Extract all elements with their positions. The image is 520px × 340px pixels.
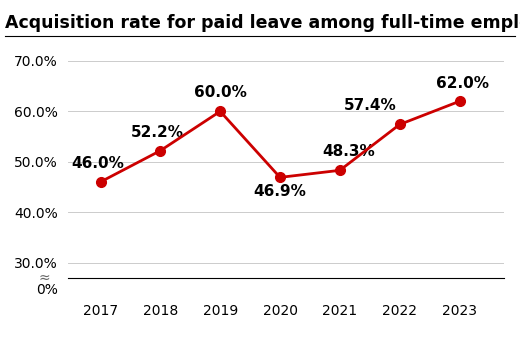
Text: 46.9%: 46.9% — [254, 184, 306, 199]
Text: 57.4%: 57.4% — [343, 98, 396, 113]
Text: 60.0%: 60.0% — [194, 85, 246, 100]
Text: 46.0%: 46.0% — [71, 156, 124, 171]
Text: Acquisition rate for paid leave among full-time employees: Acquisition rate for paid leave among fu… — [5, 14, 520, 32]
Text: 48.3%: 48.3% — [322, 144, 375, 159]
Text: 52.2%: 52.2% — [131, 124, 184, 140]
Text: ≈: ≈ — [38, 271, 50, 285]
Text: 62.0%: 62.0% — [436, 76, 489, 91]
